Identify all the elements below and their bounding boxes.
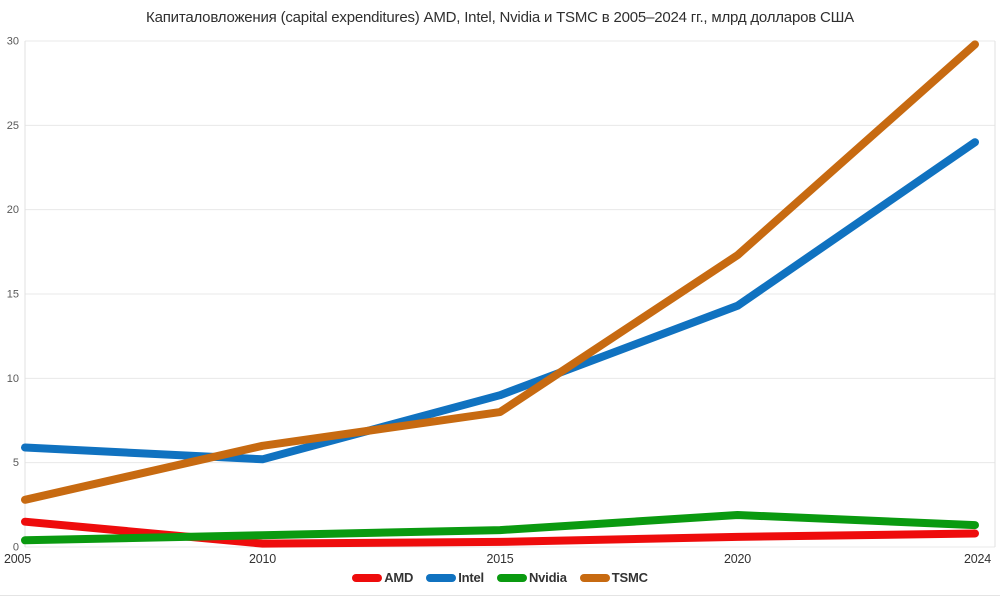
chart-bottom-divider — [0, 595, 1000, 596]
x-axis-tick-label-2015: 2015 — [486, 552, 513, 566]
y-axis-tick-label-30: 30 — [7, 36, 19, 48]
chart-title: Капиталовложения (capital expenditures) … — [146, 9, 854, 26]
legend-label-tsmc: TSMC — [611, 570, 648, 585]
chart-line-intel — [21, 138, 979, 464]
chart-line-tsmc — [21, 40, 979, 504]
chart-line-nvidia — [21, 511, 979, 545]
x-axis-tick-label-2005: 2005 — [4, 552, 31, 566]
legend-item-nvidia[interactable]: Nvidia — [496, 570, 567, 585]
x-axis-tick-label-2010: 2010 — [249, 552, 276, 566]
legend-swatch-tsmc — [579, 573, 610, 582]
legend-item-amd[interactable]: AMD — [352, 570, 413, 585]
legend-swatch-intel — [426, 573, 457, 582]
y-axis-tick-label-20: 20 — [7, 204, 19, 216]
legend-label-nvidia: Nvidia — [528, 570, 567, 585]
legend-label-intel: Intel — [458, 570, 484, 585]
y-axis-tick-label-25: 25 — [7, 120, 19, 132]
y-axis-tick-label-5: 5 — [13, 457, 19, 469]
x-axis-tick-label-2020: 2020 — [724, 552, 751, 566]
legend-item-intel[interactable]: Intel — [426, 570, 484, 585]
y-axis-tick-label-15: 15 — [7, 289, 19, 301]
legend-item-tsmc[interactable]: TSMC — [579, 570, 648, 585]
legend-swatch-amd — [352, 573, 383, 582]
legend-label-amd: AMD — [384, 570, 414, 585]
y-axis-tick-label-10: 10 — [7, 373, 19, 385]
x-axis-tick-label-2024: 2024 — [964, 552, 991, 566]
y-axis-tick-label-0: 0 — [13, 542, 19, 554]
chart-legend: AMD Intel Nvidia TSMC — [0, 570, 1000, 585]
legend-swatch-nvidia — [496, 573, 527, 582]
